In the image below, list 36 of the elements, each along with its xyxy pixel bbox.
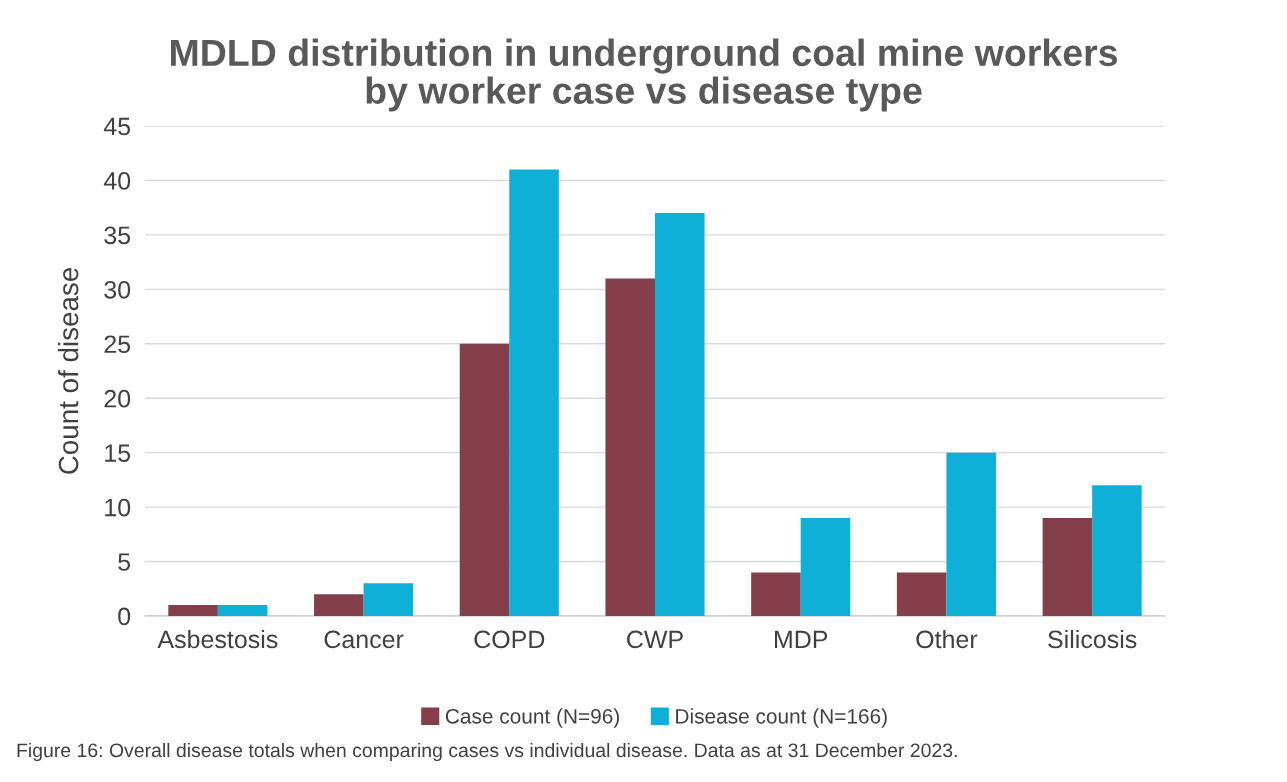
bar [168, 605, 218, 616]
legend-label: Disease count (N=166) [676, 708, 887, 728]
x-tick-label: MDP [774, 630, 828, 649]
y-tick-label: 0 [118, 607, 131, 626]
bar [751, 572, 801, 616]
bar [655, 213, 705, 616]
bar [363, 583, 414, 616]
y-tick-label: 40 [103, 172, 131, 190]
y-tick-label: 30 [104, 280, 131, 299]
x-tick-label: CWP [627, 630, 683, 649]
y-tick-label: 10 [105, 498, 131, 517]
y-tick-label: 25 [104, 335, 131, 354]
y-tick-label: 15 [105, 444, 131, 462]
y-tick-label: 20 [104, 389, 131, 408]
bar [605, 278, 655, 616]
bar [946, 452, 996, 616]
y-axis-title: Count of disease [57, 267, 79, 474]
bar [896, 572, 947, 616]
x-tick-label: Other [916, 629, 978, 649]
bar [1042, 518, 1093, 616]
bar [314, 594, 364, 616]
caption: Figure 16: Overall disease totals when comparing cases vs individual disease. Data as at 31 December 2023. [17, 742, 957, 762]
y-tick-label: 5 [118, 553, 131, 571]
x-tick-label: Silicosis [1048, 629, 1137, 649]
x-tick-label: Asbestosis [157, 629, 278, 649]
y-tick-label: 35 [104, 226, 131, 245]
x-tick-label: Cancer [324, 630, 404, 649]
x-tick-label: COPD [474, 630, 545, 649]
legend-label: Case count (N=96) [445, 708, 619, 728]
chart-title: MDLD distribution in underground coal mine workers by worker case vs disease type [171, 38, 1118, 112]
y-tick-label: 45 [103, 117, 131, 136]
bar [509, 169, 559, 616]
bar [217, 605, 268, 616]
bar [800, 518, 851, 616]
bar [1092, 485, 1142, 616]
bar [459, 343, 510, 616]
